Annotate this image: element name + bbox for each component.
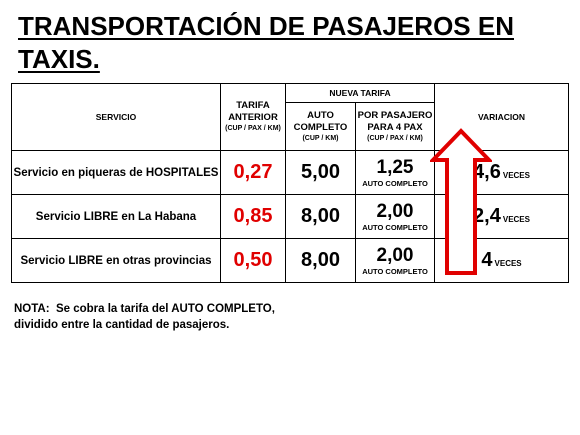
page-title: TRANSPORTACIÓN DE PASAJEROS EN TAXIS. xyxy=(18,10,568,76)
table-row: Servicio en piqueras de HOSPITALES 0,27 … xyxy=(11,150,570,195)
title-line-1: TRANSPORTACIÓN DE PASAJEROS EN xyxy=(18,11,514,41)
row-por-pasajero-value: 2,00 xyxy=(376,201,414,222)
header-tarifa-anterior-label: TARIFA ANTERIOR xyxy=(228,100,278,123)
title-line-2: TAXIS. xyxy=(18,44,100,74)
footnote-line-2: dividido entre la cantidad de pasajeros. xyxy=(14,319,230,331)
row-servicio: Servicio LIBRE en La Habana xyxy=(11,194,221,239)
row-por-pasajero: 2,00 AUTO COMPLETO xyxy=(354,238,436,283)
row-variacion-value: 4,6 xyxy=(473,161,501,183)
footnote-line-1: NOTA: Se cobra la tarifa del AUTO COMPLE… xyxy=(14,303,275,315)
row-variacion-unit: VECES xyxy=(502,171,530,180)
footnote: NOTA: Se cobra la tarifa del AUTO COMPLE… xyxy=(14,301,554,333)
row-auto-completo: 5,00 xyxy=(285,150,356,195)
header-por-pasajero-unit: (CUP / PAX / KM) xyxy=(367,134,423,142)
row-por-pasajero-value: 1,25 xyxy=(376,157,414,178)
row-variacion-value: 2,4 xyxy=(473,205,501,227)
row-variacion-value: 4 xyxy=(481,249,493,271)
header-servicio: SERVICIO xyxy=(11,83,221,151)
header-auto-completo-label: AUTO COMPLETO xyxy=(293,109,348,133)
header-auto-completo: AUTO COMPLETO (CUP / KM) xyxy=(285,102,356,151)
row-auto-completo: 8,00 xyxy=(285,238,356,283)
row-variacion: 4 VECES xyxy=(434,238,570,283)
row-por-pasajero-note: AUTO COMPLETO xyxy=(362,179,428,188)
row-servicio: Servicio en piqueras de HOSPITALES xyxy=(11,150,221,195)
header-tarifa-anterior-unit: (CUP / PAX / KM) xyxy=(225,125,281,132)
header-por-pasajero-label: POR PASAJERO PARA 4 PAX xyxy=(357,109,433,133)
row-tarifa-anterior: 0,50 xyxy=(220,238,286,283)
header-variacion: VARIACION xyxy=(434,83,570,151)
row-variacion: 2,4 VECES xyxy=(434,194,570,239)
header-por-pasajero: POR PASAJERO PARA 4 PAX (CUP / PAX / KM) xyxy=(354,102,436,151)
row-tarifa-anterior: 0,85 xyxy=(220,194,286,239)
header-nueva-tarifa: NUEVA TARIFA xyxy=(284,83,436,103)
row-por-pasajero-note: AUTO COMPLETO xyxy=(362,267,428,276)
header-auto-completo-unit: (CUP / KM) xyxy=(302,134,339,142)
row-por-pasajero: 2,00 AUTO COMPLETO xyxy=(354,194,436,239)
row-tarifa-anterior: 0,27 xyxy=(220,150,286,195)
row-servicio: Servicio LIBRE en otras provincias xyxy=(11,238,221,283)
row-por-pasajero-value: 2,00 xyxy=(376,245,414,266)
row-variacion-unit: VECES xyxy=(502,215,530,224)
row-variacion: 4,6 VECES xyxy=(434,150,570,195)
row-auto-completo: 8,00 xyxy=(285,194,356,239)
row-por-pasajero: 1,25 AUTO COMPLETO xyxy=(354,150,436,195)
header-tarifa-anterior: TARIFA ANTERIOR (CUP / PAX / KM) xyxy=(220,83,286,151)
row-variacion-unit: VECES xyxy=(494,259,522,268)
table-row: Servicio LIBRE en otras provincias 0,50 … xyxy=(11,238,570,283)
table-row: Servicio LIBRE en La Habana 0,85 8,00 2,… xyxy=(11,194,570,239)
rates-table: SERVICIO TARIFA ANTERIOR (CUP / PAX / KM… xyxy=(11,83,570,283)
row-por-pasajero-note: AUTO COMPLETO xyxy=(362,223,428,232)
